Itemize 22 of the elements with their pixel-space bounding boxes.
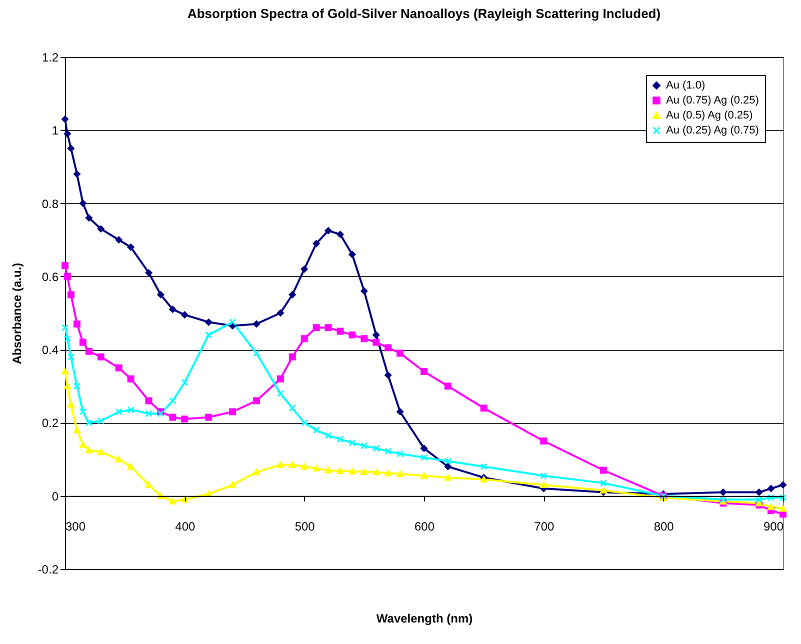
x-tick-label: 400 xyxy=(175,519,196,534)
y-tick-label: 0.6 xyxy=(42,270,59,284)
x-tick-label: 500 xyxy=(294,519,316,534)
y-tick-label: 1.2 xyxy=(42,50,59,64)
y-tick-label: 0.2 xyxy=(42,416,59,430)
x-tick-label: 800 xyxy=(654,519,674,534)
y-tick-label: 0.8 xyxy=(42,196,59,211)
legend-label: Au (1.0) xyxy=(666,80,706,92)
chart-title: Absorption Spectra of Gold-Silver Nanoalloys (Rayleigh Scattering Included) xyxy=(187,6,661,21)
y-tick-label: 0 xyxy=(52,489,59,504)
x-tick-label: 900 xyxy=(763,519,784,534)
legend-label: Au (0.75) Ag (0.25) xyxy=(666,94,759,106)
x-tick-label: 300 xyxy=(66,519,86,534)
legend-label: Au (0.25) Ag (0.75) xyxy=(666,124,759,136)
y-tick-label: -0.2 xyxy=(38,562,59,576)
legend-label: Au (0.5) Ag (0.25) xyxy=(666,110,753,122)
y-axis-title: Absorbance (a.u.) xyxy=(10,262,24,364)
x-axis-title: Wavelength (nm) xyxy=(376,612,473,626)
y-tick-label: 1 xyxy=(52,124,59,138)
x-tick-label: 600 xyxy=(414,519,435,534)
x-tick-label: 700 xyxy=(534,519,554,534)
y-tick-label: 0.4 xyxy=(42,343,59,358)
